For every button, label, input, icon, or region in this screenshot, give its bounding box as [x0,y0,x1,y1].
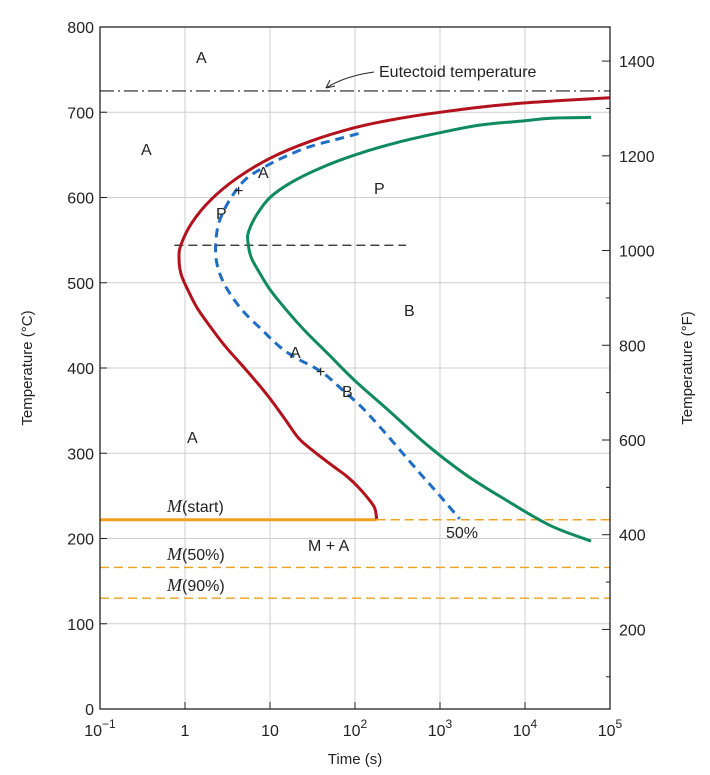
axis-ticks [99,26,611,710]
region-label-p-upper-nose: P [216,206,227,223]
y-right-tick-label: 1200 [619,149,655,166]
y-right-axis-title: Temperature (°F) [679,311,696,425]
x-tick-exponent: 4 [531,717,538,731]
x-tick-labels: 10−1 1 10 102 103 104 105 [84,717,622,740]
x-tick-base: 10 [428,723,446,740]
y-left-tick-label: 600 [67,191,94,208]
y-left-tick-label: 300 [67,446,94,463]
y-left-axis-title: Temperature (°C) [19,310,36,425]
region-label-b-right: B [404,303,415,320]
m-start-label: M(start) [166,496,224,516]
x-tick-label: 10−1 [84,717,116,740]
fifty-percent-label: 50% [446,525,478,542]
x-tick-label: 104 [513,717,538,740]
region-label-m-plus-a: M + A [308,538,350,555]
plus-marker-upper: + [234,183,243,200]
m-start-text: (start) [182,499,224,516]
x-tick-base: 10 [84,723,102,740]
m-90-label: M(90%) [166,575,225,595]
region-label-a-bottom: A [187,430,198,447]
horizontal-lines [100,90,610,599]
x-tick-exponent: −1 [102,717,116,731]
x-tick-exponent: 3 [446,717,453,731]
x-tick-base: 10 [343,723,361,740]
region-label-a-top: A [196,50,207,67]
region-label-b-lower: B [342,384,353,401]
y-right-tick-label: 1000 [619,244,655,261]
transformation-curves [177,96,611,543]
y-left-tick-labels: 0 100 200 300 400 500 600 700 800 [67,20,94,719]
m-start-symbol: M [166,496,183,516]
grid-lines [100,27,610,709]
m-90-text: (90%) [182,578,225,595]
x-tick-base: 10 [513,723,531,740]
y-left-tick-label: 500 [67,276,94,293]
x-tick-label: 102 [343,717,368,740]
m-50-text: (50%) [182,547,225,564]
x-tick-label: 103 [428,717,453,740]
x-tick-label: 10 [261,723,279,740]
x-tick-base: 10 [598,723,616,740]
y-right-tick-label: 400 [619,528,646,545]
eutectoid-arrow [325,71,375,89]
y-left-tick-label: 100 [67,617,94,634]
region-label-a-left: A [141,142,152,159]
y-right-tick-label: 600 [619,433,646,450]
y-right-tick-label: 1400 [619,54,655,71]
eutectoid-arrowhead [325,79,336,89]
x-axis-title: Time (s) [328,751,382,768]
m-50-label: M(50%) [166,544,225,564]
y-left-tick-label: 800 [67,20,94,37]
eutectoid-label: Eutectoid temperature [379,64,537,81]
x-tick-label: 105 [598,717,623,740]
region-label-a-lower: A [290,345,301,362]
x-tick-label: 1 [181,723,190,740]
y-right-tick-label: 800 [619,338,646,355]
start-curve [177,96,611,520]
x-tick-exponent: 5 [616,717,623,731]
y-left-tick-label: 0 [85,702,94,719]
y-right-tick-labels: 200 400 600 800 1000 1200 1400 [619,54,655,639]
y-right-tick-label: 200 [619,622,646,639]
region-label-a-upper-nose: A [258,165,269,182]
plus-marker-lower: + [316,364,325,381]
m-50-symbol: M [166,544,183,564]
y-left-tick-label: 700 [67,105,94,122]
completion-curve [246,115,592,543]
x-tick-base: 10 [261,723,279,740]
y-left-tick-label: 200 [67,532,94,549]
region-label-p-right: P [374,181,385,198]
y-left-tick-label: 400 [67,361,94,378]
x-tick-base: 1 [181,723,190,740]
m-90-symbol: M [166,575,183,595]
50-curve [214,132,461,520]
x-tick-exponent: 2 [361,717,368,731]
